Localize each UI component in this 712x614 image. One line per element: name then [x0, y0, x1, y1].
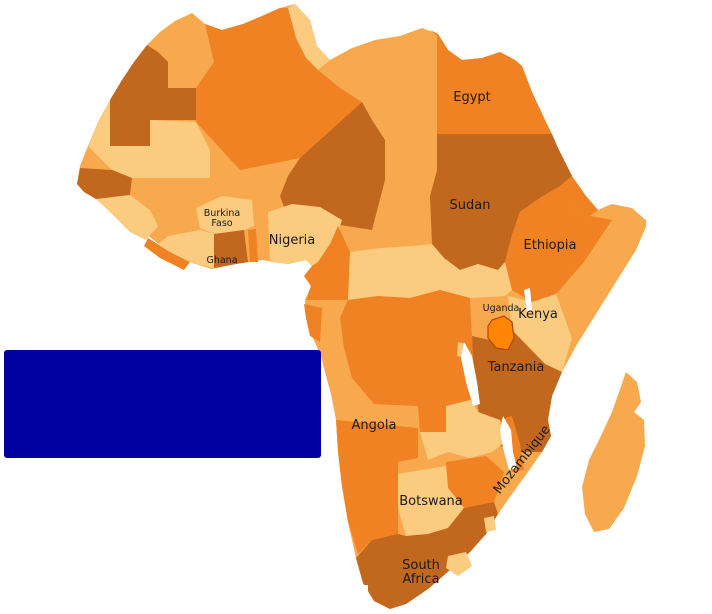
- white-cover-bottom-strip: [0, 585, 368, 614]
- country-namibia[interactable]: [336, 420, 418, 554]
- label-angola: Angola: [352, 418, 397, 433]
- country-sudan[interactable]: [430, 134, 572, 270]
- country-nigeria[interactable]: [268, 204, 342, 266]
- lake-tanganyika: [461, 342, 480, 406]
- country-madagascar[interactable]: [582, 372, 645, 532]
- label-egypt: Egypt: [453, 90, 491, 105]
- label-kenya: Kenya: [518, 307, 558, 322]
- country-algeria[interactable]: [196, 8, 362, 170]
- white-scribble-nw-2: [92, 66, 122, 92]
- lake-turkana: [524, 288, 532, 312]
- label-nigeria: Nigeria: [269, 233, 316, 248]
- country-swaziland[interactable]: [484, 516, 496, 532]
- country-guinea[interactable]: [96, 195, 158, 240]
- label-botswana: Botswana: [399, 494, 463, 509]
- country-togo[interactable]: [248, 229, 258, 262]
- country-south-africa[interactable]: [356, 502, 498, 609]
- blue-highlight-box-notch: [304, 351, 318, 360]
- country-cameroon[interactable]: [304, 226, 350, 300]
- country-eritrea[interactable]: [540, 176, 598, 216]
- label-tanzania: Tanzania: [487, 360, 545, 375]
- label-ethiopia: Ethiopia: [524, 238, 577, 253]
- label-south-africa-1: South: [402, 558, 440, 573]
- label-burkina-line1: Burkina: [204, 208, 240, 219]
- country-zimbabwe[interactable]: [446, 456, 504, 508]
- country-cote-divoire[interactable]: [158, 230, 214, 268]
- country-liberia[interactable]: [144, 238, 190, 270]
- country-gabon[interactable]: [304, 304, 322, 342]
- country-ghana[interactable]: [214, 230, 248, 268]
- country-mauritania[interactable]: [88, 100, 210, 178]
- label-ghana: Ghana: [206, 255, 237, 266]
- country-egypt[interactable]: [430, 30, 552, 134]
- lake-victoria-highlight: [487, 315, 515, 351]
- label-uganda: Uganda: [483, 303, 520, 314]
- country-niger[interactable]: [280, 102, 385, 230]
- label-sudan: Sudan: [450, 198, 491, 213]
- white-scribble-nw-1: [89, 23, 103, 62]
- lake-malawi: [500, 416, 517, 470]
- white-scribble-west: [50, 247, 123, 355]
- country-western-sahara[interactable]: [110, 45, 196, 146]
- country-drc[interactable]: [340, 290, 474, 432]
- country-zambia[interactable]: [420, 400, 505, 460]
- country-ethiopia[interactable]: [505, 198, 612, 302]
- country-tunisia[interactable]: [288, 4, 330, 70]
- blue-highlight-box: [4, 350, 321, 458]
- country-senegal[interactable]: [77, 168, 132, 199]
- country-kenya[interactable]: [508, 294, 572, 372]
- white-cover-right: [646, 180, 712, 545]
- country-lesotho[interactable]: [446, 552, 472, 576]
- country-botswana[interactable]: [398, 466, 464, 536]
- label-south-africa-2: Africa: [402, 572, 439, 587]
- country-burkina-faso[interactable]: [196, 196, 254, 234]
- label-burkina-line2: Faso: [211, 218, 232, 229]
- country-car-south-sudan[interactable]: [348, 244, 512, 300]
- white-scribble-gulf-1: [65, 285, 305, 357]
